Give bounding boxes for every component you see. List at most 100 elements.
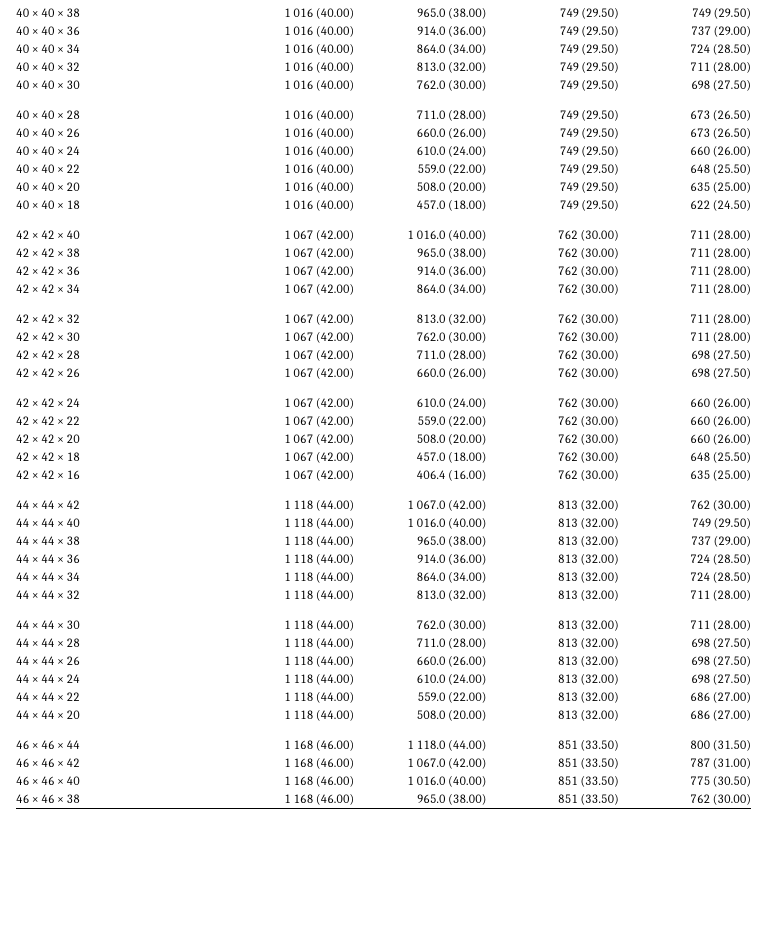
cell-col-2: 660.0 (26.00) xyxy=(354,124,486,142)
cell-col-3: 813 (32.00) xyxy=(486,550,618,568)
cell-col-3: 762 (30.00) xyxy=(486,328,618,346)
table-row: 42 × 42 × 221 067 (42.00)559.0 (22.00)76… xyxy=(16,412,751,430)
cell-col-0: 42 × 42 × 24 xyxy=(16,382,222,412)
cell-col-2: 711.0 (28.00) xyxy=(354,634,486,652)
table-row: 42 × 42 × 321 067 (42.00)813.0 (32.00)76… xyxy=(16,298,751,328)
table-row: 46 × 46 × 421 168 (46.00)1 067.0 (42.00)… xyxy=(16,754,751,772)
cell-col-4: 737 (29.00) xyxy=(619,22,751,40)
cell-col-4: 724 (28.50) xyxy=(619,40,751,58)
cell-col-3: 762 (30.00) xyxy=(486,262,618,280)
cell-col-3: 813 (32.00) xyxy=(486,604,618,634)
cell-col-0: 40 × 40 × 28 xyxy=(16,94,222,124)
cell-col-4: 698 (27.50) xyxy=(619,76,751,94)
cell-col-3: 813 (32.00) xyxy=(486,688,618,706)
cell-col-4: 711 (28.00) xyxy=(619,586,751,604)
table-row: 44 × 44 × 221 118 (44.00)559.0 (22.00)81… xyxy=(16,688,751,706)
cell-col-1: 1 016 (40.00) xyxy=(222,142,354,160)
cell-col-2: 559.0 (22.00) xyxy=(354,688,486,706)
cell-col-0: 44 × 44 × 20 xyxy=(16,706,222,724)
cell-col-1: 1 067 (42.00) xyxy=(222,328,354,346)
cell-col-0: 44 × 44 × 40 xyxy=(16,514,222,532)
cell-col-3: 762 (30.00) xyxy=(486,346,618,364)
table-row: 44 × 44 × 261 118 (44.00)660.0 (26.00)81… xyxy=(16,652,751,670)
cell-col-1: 1 118 (44.00) xyxy=(222,604,354,634)
cell-col-2: 711.0 (28.00) xyxy=(354,346,486,364)
cell-col-2: 965.0 (38.00) xyxy=(354,4,486,22)
cell-col-2: 965.0 (38.00) xyxy=(354,532,486,550)
cell-col-4: 660 (26.00) xyxy=(619,430,751,448)
cell-col-3: 851 (33.50) xyxy=(486,724,618,754)
cell-col-4: 800 (31.50) xyxy=(619,724,751,754)
cell-col-0: 42 × 42 × 32 xyxy=(16,298,222,328)
cell-col-3: 762 (30.00) xyxy=(486,430,618,448)
cell-col-2: 508.0 (20.00) xyxy=(354,706,486,724)
cell-col-0: 40 × 40 × 26 xyxy=(16,124,222,142)
cell-col-1: 1 168 (46.00) xyxy=(222,790,354,809)
cell-col-3: 749 (29.50) xyxy=(486,4,618,22)
cell-col-0: 42 × 42 × 30 xyxy=(16,328,222,346)
cell-col-1: 1 067 (42.00) xyxy=(222,214,354,244)
cell-col-0: 42 × 42 × 20 xyxy=(16,430,222,448)
table-row: 40 × 40 × 301 016 (40.00)762.0 (30.00)74… xyxy=(16,76,751,94)
table-row: 44 × 44 × 321 118 (44.00)813.0 (32.00)81… xyxy=(16,586,751,604)
cell-col-2: 813.0 (32.00) xyxy=(354,298,486,328)
table-row: 46 × 46 × 401 168 (46.00)1 016.0 (40.00)… xyxy=(16,772,751,790)
cell-col-0: 44 × 44 × 38 xyxy=(16,532,222,550)
cell-col-3: 762 (30.00) xyxy=(486,298,618,328)
cell-col-1: 1 118 (44.00) xyxy=(222,670,354,688)
cell-col-1: 1 067 (42.00) xyxy=(222,244,354,262)
cell-col-0: 44 × 44 × 42 xyxy=(16,484,222,514)
cell-col-1: 1 016 (40.00) xyxy=(222,124,354,142)
cell-col-3: 762 (30.00) xyxy=(486,382,618,412)
table-row: 46 × 46 × 441 168 (46.00)1 118.0 (44.00)… xyxy=(16,724,751,754)
cell-col-4: 711 (28.00) xyxy=(619,214,751,244)
cell-col-2: 559.0 (22.00) xyxy=(354,160,486,178)
table-row: 40 × 40 × 221 016 (40.00)559.0 (22.00)74… xyxy=(16,160,751,178)
cell-col-3: 813 (32.00) xyxy=(486,652,618,670)
cell-col-4: 698 (27.50) xyxy=(619,652,751,670)
cell-col-1: 1 067 (42.00) xyxy=(222,466,354,484)
table-row: 44 × 44 × 361 118 (44.00)914.0 (36.00)81… xyxy=(16,550,751,568)
cell-col-2: 1 067.0 (42.00) xyxy=(354,484,486,514)
cell-col-1: 1 067 (42.00) xyxy=(222,346,354,364)
table-row: 44 × 44 × 401 118 (44.00)1 016.0 (40.00)… xyxy=(16,514,751,532)
cell-col-4: 648 (25.50) xyxy=(619,160,751,178)
cell-col-1: 1 118 (44.00) xyxy=(222,706,354,724)
cell-col-3: 749 (29.50) xyxy=(486,94,618,124)
table-row: 40 × 40 × 381 016 (40.00)965.0 (38.00)74… xyxy=(16,4,751,22)
cell-col-0: 42 × 42 × 18 xyxy=(16,448,222,466)
cell-col-0: 44 × 44 × 32 xyxy=(16,586,222,604)
cell-col-0: 40 × 40 × 30 xyxy=(16,76,222,94)
cell-col-2: 508.0 (20.00) xyxy=(354,430,486,448)
cell-col-1: 1 016 (40.00) xyxy=(222,40,354,58)
table-row: 42 × 42 × 361 067 (42.00)914.0 (36.00)76… xyxy=(16,262,751,280)
cell-col-3: 749 (29.50) xyxy=(486,22,618,40)
cell-col-4: 711 (28.00) xyxy=(619,262,751,280)
cell-col-2: 914.0 (36.00) xyxy=(354,262,486,280)
cell-col-3: 851 (33.50) xyxy=(486,790,618,809)
cell-col-2: 813.0 (32.00) xyxy=(354,586,486,604)
cell-col-0: 42 × 42 × 26 xyxy=(16,364,222,382)
cell-col-2: 660.0 (26.00) xyxy=(354,364,486,382)
cell-col-0: 40 × 40 × 20 xyxy=(16,178,222,196)
cell-col-4: 622 (24.50) xyxy=(619,196,751,214)
cell-col-0: 44 × 44 × 28 xyxy=(16,634,222,652)
table-row: 42 × 42 × 281 067 (42.00)711.0 (28.00)76… xyxy=(16,346,751,364)
cell-col-4: 686 (27.00) xyxy=(619,706,751,724)
cell-col-4: 711 (28.00) xyxy=(619,244,751,262)
cell-col-0: 42 × 42 × 36 xyxy=(16,262,222,280)
cell-col-4: 762 (30.00) xyxy=(619,790,751,809)
cell-col-1: 1 067 (42.00) xyxy=(222,430,354,448)
cell-col-0: 44 × 44 × 22 xyxy=(16,688,222,706)
cell-col-1: 1 016 (40.00) xyxy=(222,94,354,124)
cell-col-2: 762.0 (30.00) xyxy=(354,604,486,634)
cell-col-1: 1 118 (44.00) xyxy=(222,634,354,652)
cell-col-1: 1 067 (42.00) xyxy=(222,412,354,430)
table-row: 44 × 44 × 421 118 (44.00)1 067.0 (42.00)… xyxy=(16,484,751,514)
table-row: 44 × 44 × 341 118 (44.00)864.0 (34.00)81… xyxy=(16,568,751,586)
cell-col-2: 965.0 (38.00) xyxy=(354,790,486,809)
cell-col-4: 711 (28.00) xyxy=(619,280,751,298)
table-row: 42 × 42 × 161 067 (42.00)406.4 (16.00)76… xyxy=(16,466,751,484)
cell-col-4: 787 (31.00) xyxy=(619,754,751,772)
cell-col-0: 46 × 46 × 44 xyxy=(16,724,222,754)
